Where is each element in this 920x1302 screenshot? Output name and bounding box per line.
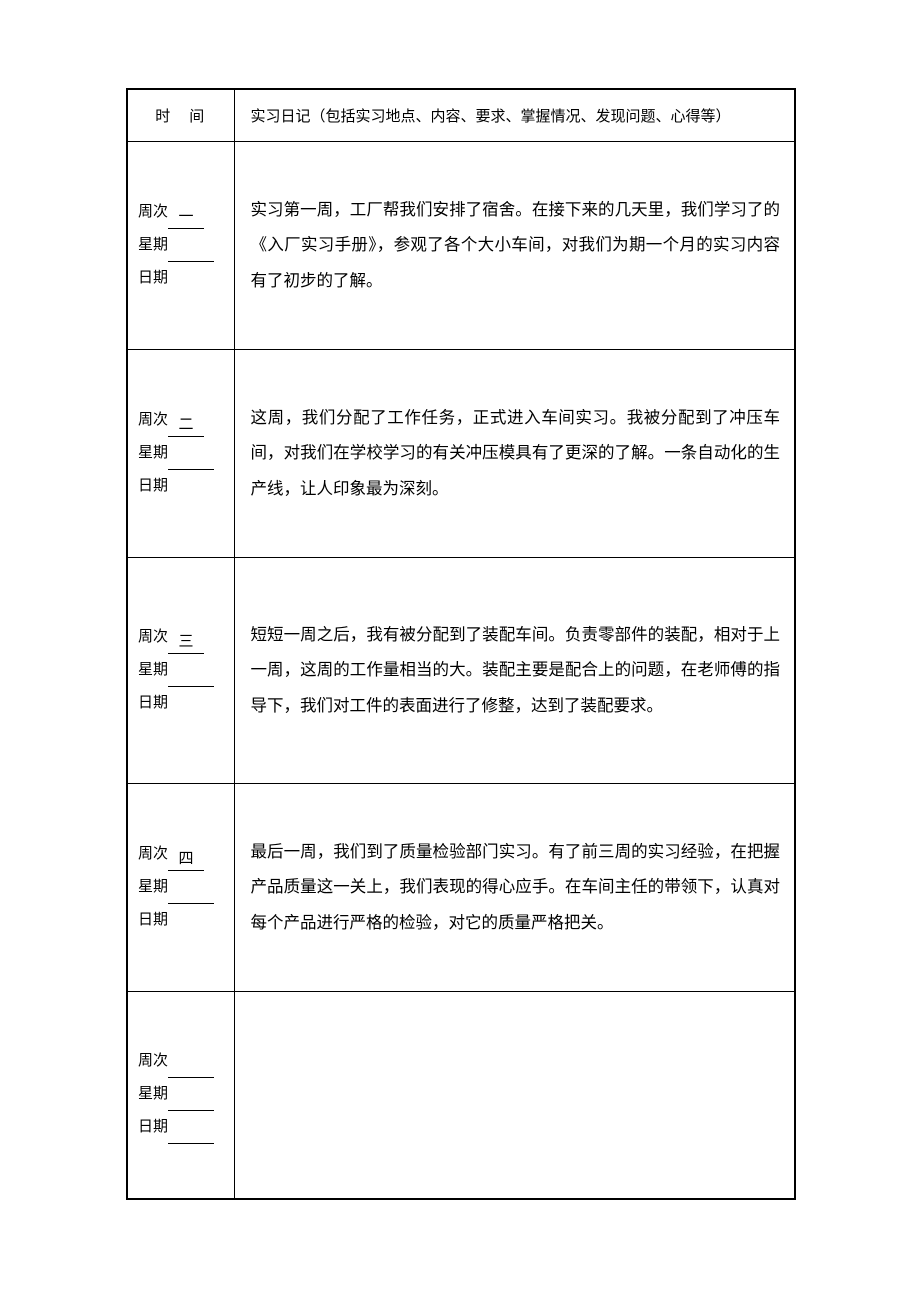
week-value-4: 四	[168, 850, 204, 871]
date-label: 日期	[138, 478, 168, 494]
table-row: 周次四 星期 日期 最后一周，我们到了质量检验部门实习。有了前三周的实习经验，在…	[127, 783, 795, 991]
weekday-value-3	[168, 686, 214, 687]
date-value-5	[168, 1143, 214, 1144]
time-cell-5: 周次 星期 日期	[127, 991, 234, 1199]
weekday-label: 星期	[138, 237, 168, 253]
table-row: 周次一 星期 日期 实习第一周，工厂帮我们安排了宿舍。在接下来的几天里，我们学习…	[127, 141, 795, 349]
week-value-3: 三	[168, 633, 204, 654]
week-label: 周次	[138, 846, 168, 862]
week-label: 周次	[138, 412, 168, 428]
week-value-2: 二	[168, 416, 204, 437]
weekday-value-4	[168, 903, 214, 904]
date-label: 日期	[138, 695, 168, 711]
content-cell-2: 这周，我们分配了工作任务，正式进入车间实习。我被分配到了冲压车间，对我们在学校学…	[234, 349, 795, 557]
date-label: 日期	[138, 1119, 168, 1135]
time-cell-3: 周次三 星期 日期	[127, 557, 234, 783]
weekday-label: 星期	[138, 1086, 168, 1102]
time-cell-1: 周次一 星期 日期	[127, 141, 234, 349]
time-cell-2: 周次二 星期 日期	[127, 349, 234, 557]
internship-diary-table: 时 间 实习日记（包括实习地点、内容、要求、掌握情况、发现问题、心得等） 周次一…	[126, 88, 796, 1200]
header-row: 时 间 实习日记（包括实习地点、内容、要求、掌握情况、发现问题、心得等）	[127, 89, 795, 141]
weekday-label: 星期	[138, 445, 168, 461]
weekday-label: 星期	[138, 879, 168, 895]
time-column-header: 时 间	[127, 89, 234, 141]
content-column-header: 实习日记（包括实习地点、内容、要求、掌握情况、发现问题、心得等）	[234, 89, 795, 141]
weekday-value-1	[168, 261, 214, 262]
week-label: 周次	[138, 204, 168, 220]
time-cell-4: 周次四 星期 日期	[127, 783, 234, 991]
table-row: 周次三 星期 日期 短短一周之后，我有被分配到了装配车间。负责零部件的装配，相对…	[127, 557, 795, 783]
week-value-1: 一	[168, 208, 204, 229]
table-row: 周次 星期 日期	[127, 991, 795, 1199]
weekday-label: 星期	[138, 662, 168, 678]
content-cell-1: 实习第一周，工厂帮我们安排了宿舍。在接下来的几天里，我们学习了的《入厂实习手册》…	[234, 141, 795, 349]
content-cell-5	[234, 991, 795, 1199]
date-label: 日期	[138, 270, 168, 286]
weekday-value-2	[168, 469, 214, 470]
content-cell-3: 短短一周之后，我有被分配到了装配车间。负责零部件的装配，相对于上一周，这周的工作…	[234, 557, 795, 783]
week-label: 周次	[138, 1053, 168, 1069]
week-label: 周次	[138, 629, 168, 645]
content-cell-4: 最后一周，我们到了质量检验部门实习。有了前三周的实习经验，在把握产品质量这一关上…	[234, 783, 795, 991]
date-label: 日期	[138, 912, 168, 928]
table-row: 周次二 星期 日期 这周，我们分配了工作任务，正式进入车间实习。我被分配到了冲压…	[127, 349, 795, 557]
